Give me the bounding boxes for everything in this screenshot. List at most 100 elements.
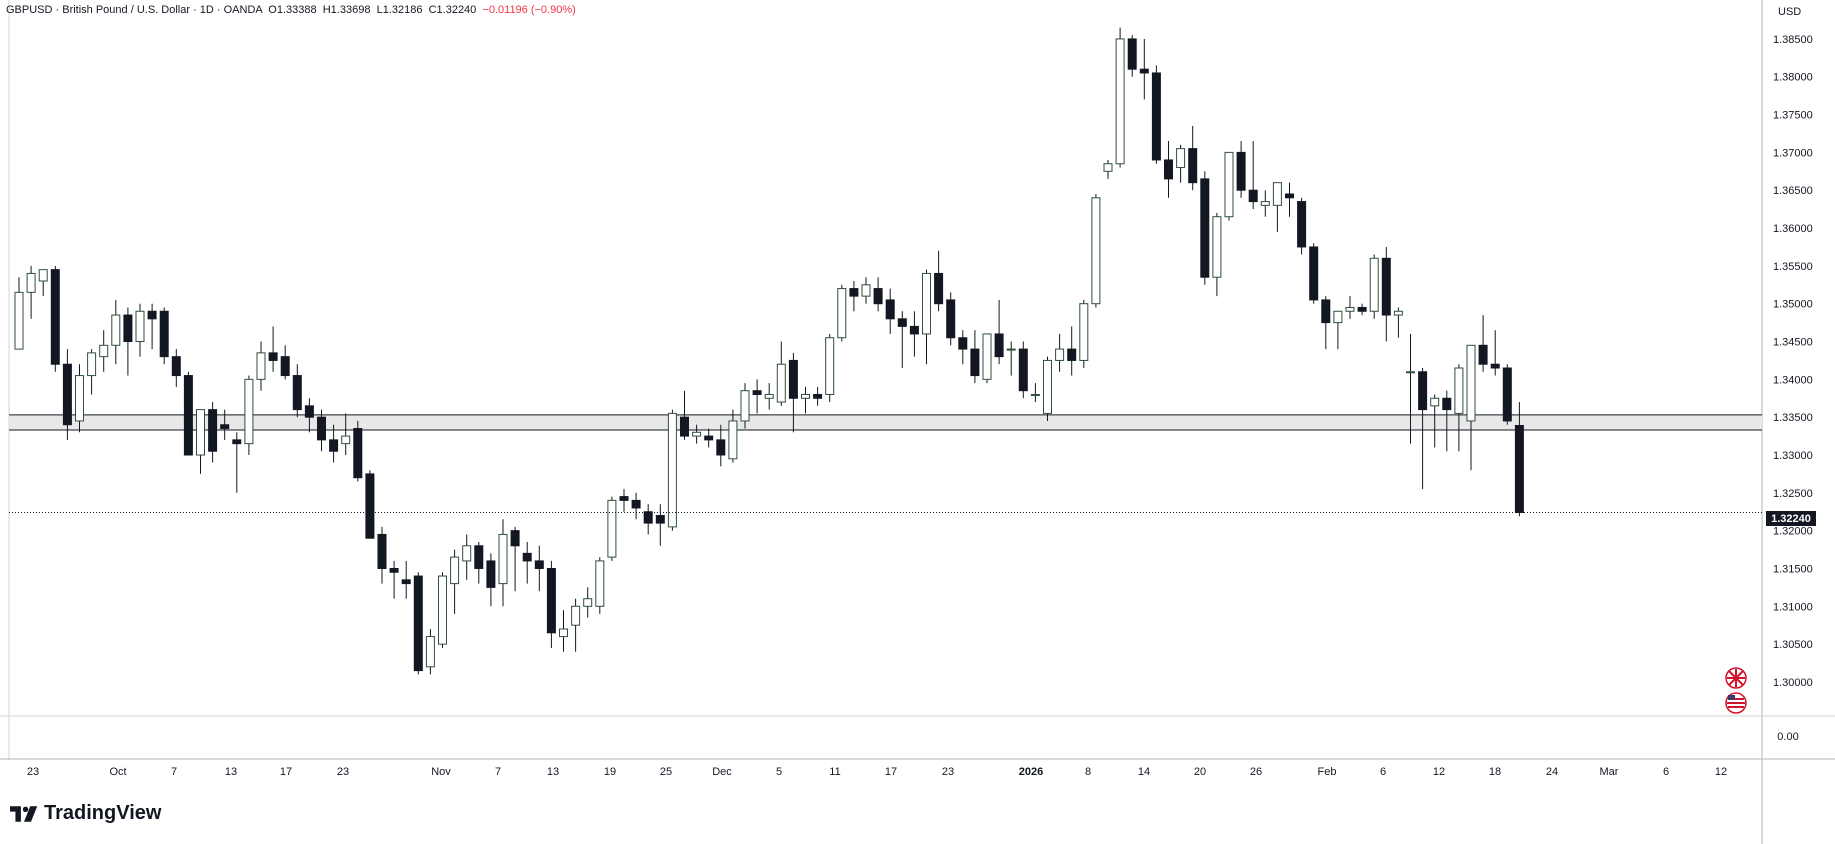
currency-unit[interactable]: USD: [1778, 6, 1802, 18]
candle: [643, 504, 653, 535]
candle: [377, 526, 387, 584]
candle-body-down: [1018, 348, 1028, 392]
candle: [716, 424, 726, 467]
candle-body-up: [801, 393, 810, 399]
us-flag-icon[interactable]: [1725, 692, 1747, 714]
symbol-title[interactable]: GBPUSD · British Pound / U.S. Dollar · 1…: [6, 4, 263, 16]
candle: [958, 330, 968, 365]
time-tick-label: 6: [1380, 766, 1386, 778]
last-price-label: 1.32240: [1766, 511, 1816, 526]
time-tick-label: 18: [1489, 766, 1501, 778]
candle: [1200, 171, 1210, 285]
candle-body-up: [583, 598, 593, 607]
time-tick-label: 12: [1715, 766, 1727, 778]
candle-body-down: [680, 416, 689, 437]
time-tick-label: Nov: [431, 766, 451, 778]
high-value: 1.33698: [330, 4, 371, 16]
price-tick-label: 1.33000: [1773, 450, 1813, 462]
candle-body-up: [1006, 348, 1016, 351]
candle: [304, 398, 314, 433]
candle-body-down: [1236, 151, 1246, 191]
candle-body-down: [1381, 257, 1391, 316]
candle-body-down: [1285, 193, 1294, 199]
candle: [546, 560, 556, 648]
candle: [801, 386, 810, 414]
time-tick-label: 23: [337, 766, 349, 778]
candle: [873, 277, 883, 312]
price-tick-label: 1.32500: [1773, 488, 1813, 500]
candle: [486, 553, 496, 607]
candle: [341, 413, 351, 455]
candle: [99, 330, 109, 372]
candle: [1333, 310, 1343, 350]
uk-flag-icon[interactable]: [1725, 667, 1747, 689]
candle-body-down: [389, 567, 399, 573]
candle: [1043, 356, 1052, 421]
candle: [1478, 315, 1488, 372]
candle-body-up: [1224, 151, 1234, 218]
candle-body-down: [1248, 189, 1258, 203]
time-tick-label: 19: [604, 766, 616, 778]
time-tick-label: 7: [171, 766, 177, 778]
candle-body-down: [1514, 424, 1524, 513]
candle-body-up: [1212, 216, 1222, 278]
candle-body-down: [619, 496, 629, 501]
candle-body-up: [87, 352, 97, 377]
tradingview-brand[interactable]: TradingView: [10, 802, 161, 825]
candle: [1309, 243, 1319, 304]
candle: [14, 277, 24, 350]
candle: [849, 281, 859, 312]
candle-body-up: [1369, 257, 1379, 312]
price-tick-label: 1.38000: [1773, 72, 1813, 84]
candle: [1236, 141, 1246, 198]
time-tick-label: 2026: [1019, 766, 1043, 778]
candle-body-down: [208, 409, 218, 452]
candle-body-up: [1260, 201, 1270, 206]
time-tick-label: 23: [942, 766, 954, 778]
candle: [728, 409, 738, 463]
candle-body-up: [111, 314, 121, 346]
candle-body-up: [1103, 163, 1113, 172]
change-value: −0.01196 (−0.90%): [482, 4, 576, 16]
candle: [897, 311, 907, 368]
candle: [982, 333, 992, 384]
open-value: 1.33388: [276, 4, 317, 16]
candle: [752, 379, 762, 414]
candle-body-up: [244, 378, 254, 445]
time-tick-label: 7: [495, 766, 501, 778]
candle-body-down: [232, 439, 242, 445]
candle-body-down: [1442, 397, 1452, 411]
candle-body-up: [438, 575, 447, 645]
price-tick-label: 1.32000: [1773, 526, 1813, 538]
candle-body-up: [1055, 348, 1065, 361]
candle: [317, 409, 326, 452]
candle-body-down: [655, 515, 665, 524]
candle: [1321, 296, 1331, 350]
time-axis[interactable]: 23 Oct 7 13 17 23 Nov 7 13 19 25 Dec 5 11 17 23 2026 8 14 2…: [27, 766, 1727, 778]
candle-body-down: [220, 424, 230, 430]
time-tick-label: 25: [660, 766, 672, 778]
candle-body-down: [1067, 348, 1077, 361]
candle: [510, 526, 520, 592]
candle: [1091, 194, 1101, 308]
candle-body-up: [99, 344, 109, 358]
candle: [1248, 141, 1258, 210]
time-tick-label: Mar: [1600, 766, 1619, 778]
candle-body-down: [813, 393, 823, 399]
candle: [825, 333, 835, 403]
candle: [1176, 144, 1186, 183]
price-axis[interactable]: 1.38500 1.38000 1.37500 1.37000 1.36500 1.360…: [1773, 34, 1813, 689]
price-tick-label: 1.30500: [1773, 639, 1813, 651]
candle: [123, 307, 133, 376]
candle-body-up: [1466, 344, 1476, 422]
candle: [26, 265, 36, 319]
candle: [1139, 38, 1149, 100]
candle: [365, 470, 375, 539]
candle: [522, 542, 532, 584]
candle: [994, 299, 1004, 365]
candle-body-up: [595, 560, 605, 607]
candle: [1272, 182, 1282, 232]
candle: [135, 303, 145, 357]
candle-body-down: [304, 405, 314, 418]
